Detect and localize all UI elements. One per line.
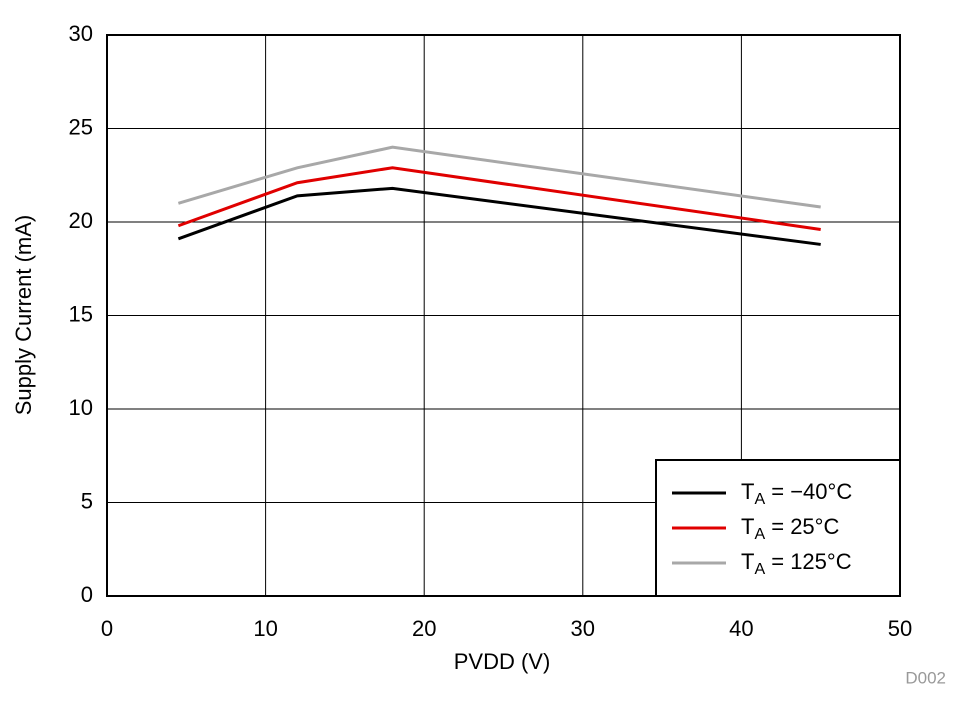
legend-label: TA = 25°C (741, 514, 839, 543)
x-tick-label: 10 (253, 616, 277, 641)
x-axis-label: PVDD (V) (454, 649, 551, 674)
legend-label: TA = −40°C (741, 479, 852, 508)
x-tick-label: 40 (729, 616, 753, 641)
y-tick-label: 10 (69, 395, 93, 420)
y-tick-label: 15 (69, 301, 93, 326)
x-tick-label: 0 (101, 616, 113, 641)
y-tick-label: 30 (69, 21, 93, 46)
y-tick-label: 25 (69, 114, 93, 139)
annotation: D002 (905, 668, 946, 687)
y-tick-label: 0 (81, 582, 93, 607)
y-tick-label: 20 (69, 208, 93, 233)
x-tick-label: 30 (571, 616, 595, 641)
series-line (177, 145, 821, 209)
legend-label: TA = 125°C (741, 549, 852, 578)
x-tick-label: 20 (412, 616, 436, 641)
series-line (177, 186, 821, 246)
series-line (177, 166, 821, 231)
y-tick-label: 5 (81, 488, 93, 513)
x-tick-label: 50 (888, 616, 912, 641)
y-axis-label: Supply Current (mA) (11, 215, 36, 416)
plot-frame (106, 34, 901, 597)
